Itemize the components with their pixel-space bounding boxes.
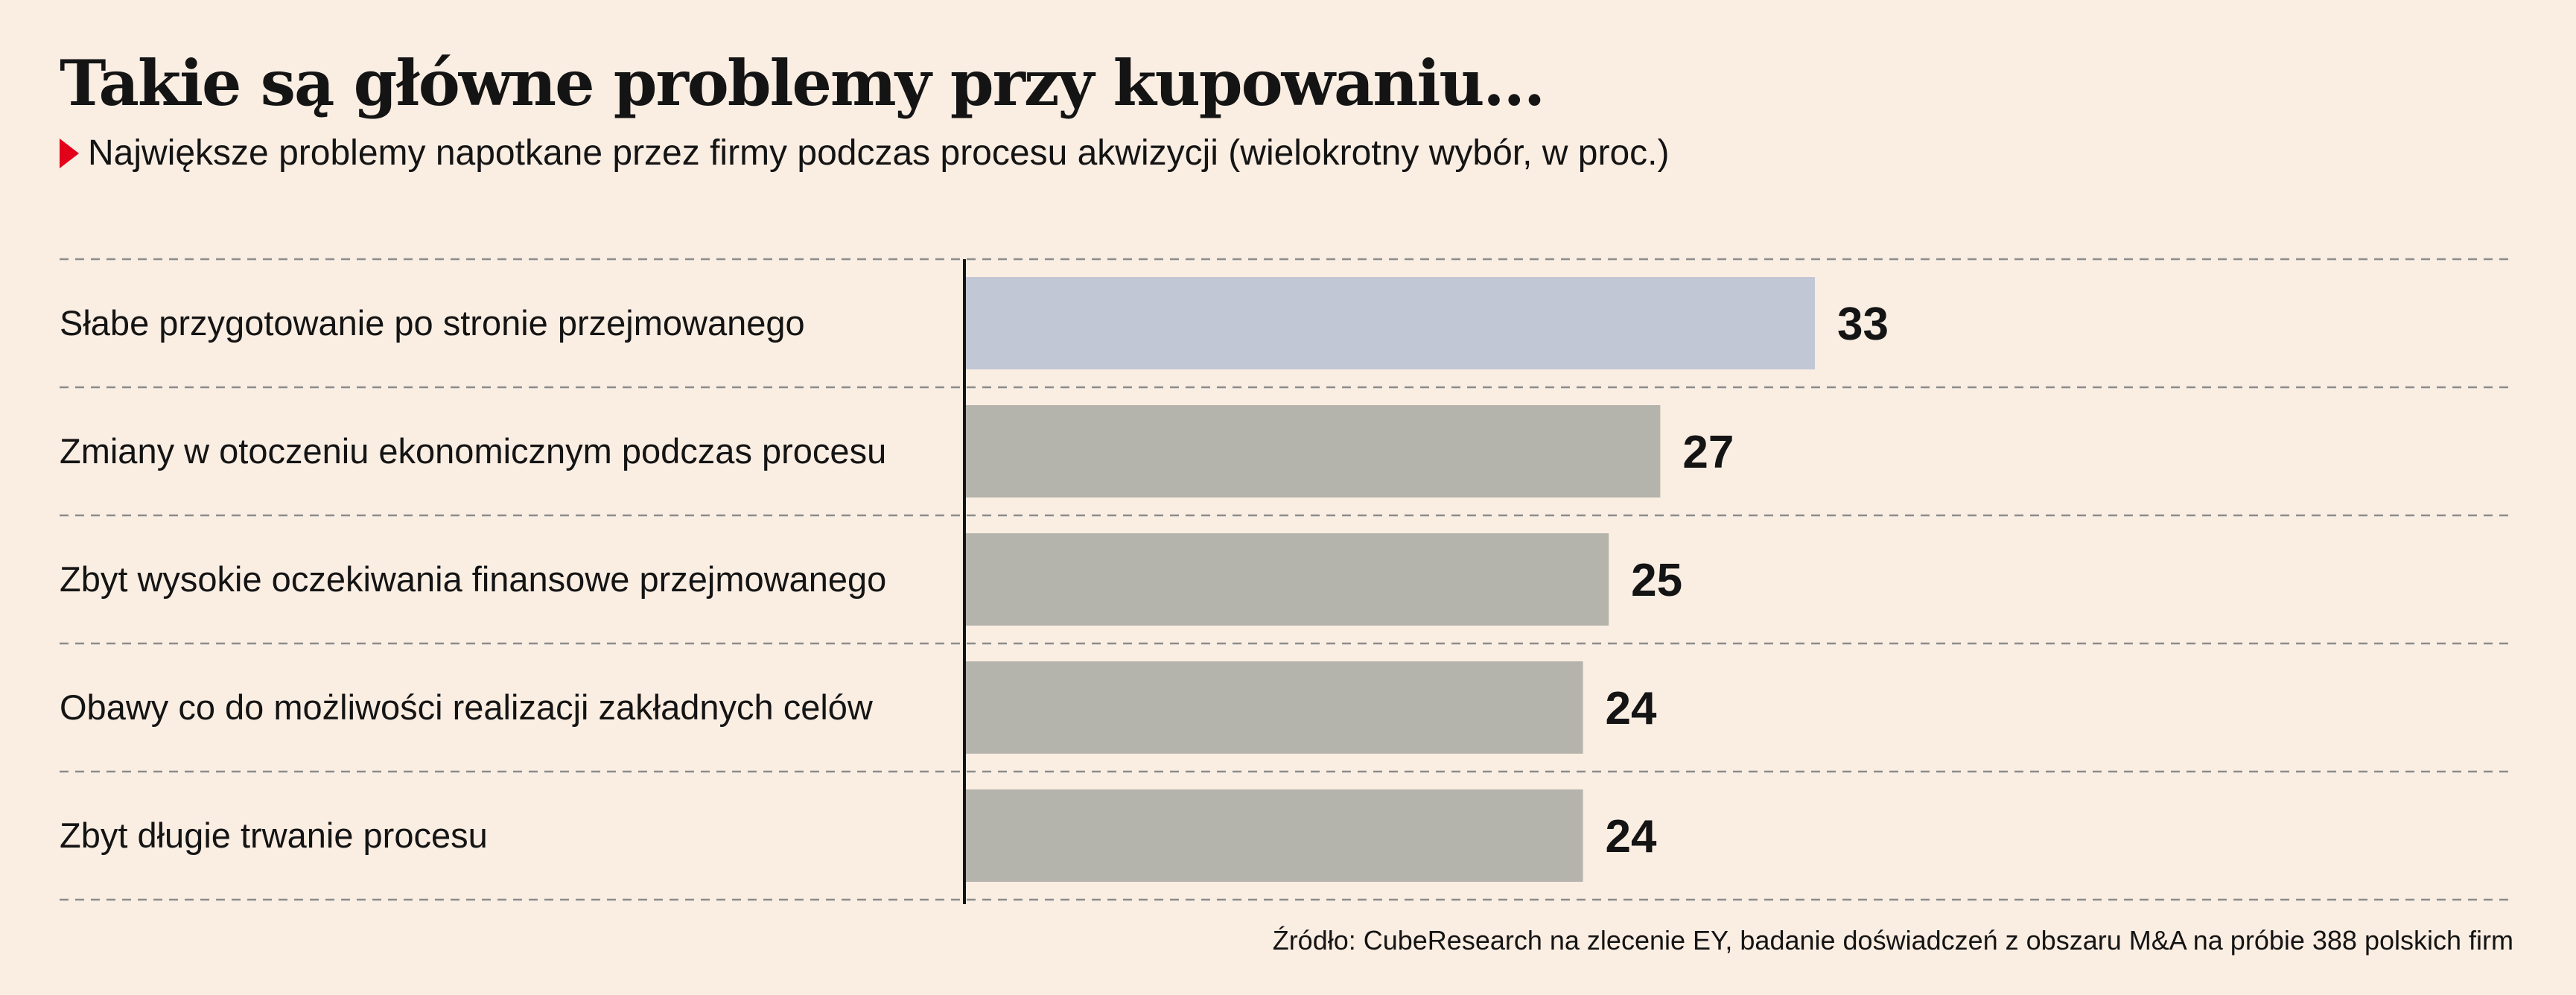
bar xyxy=(964,405,1661,497)
bar xyxy=(964,789,1583,882)
category-label: Obawy co do możliwości realizacji zakład… xyxy=(60,687,874,727)
bar xyxy=(964,277,1815,369)
bar xyxy=(964,533,1609,626)
category-label: Zmiany w otoczeniu ekonomicznym podczas … xyxy=(60,431,886,471)
value-label: 25 xyxy=(1631,555,1682,606)
source-note: Źródło: CubeResearch na zlecenie EY, bad… xyxy=(1272,925,2513,956)
triangle-marker-icon xyxy=(60,139,79,168)
category-label: Zbyt wysokie oczekiwania finansowe przej… xyxy=(60,559,886,599)
value-label: 24 xyxy=(1606,683,1657,734)
chart-title: Takie są główne problemy przy kupowaniu.… xyxy=(60,46,1545,120)
category-label: Zbyt długie trwanie procesu xyxy=(60,816,488,855)
bar xyxy=(964,661,1583,754)
category-label: Słabe przygotowanie po stronie przejmowa… xyxy=(60,303,805,343)
subtitle-text: Największe problemy napotkane przez firm… xyxy=(88,133,1670,173)
value-label: 24 xyxy=(1606,811,1657,862)
chart-subtitle: Największe problemy napotkane przez firm… xyxy=(60,131,1669,176)
value-label: 27 xyxy=(1682,427,1734,478)
value-label: 33 xyxy=(1837,299,1889,350)
